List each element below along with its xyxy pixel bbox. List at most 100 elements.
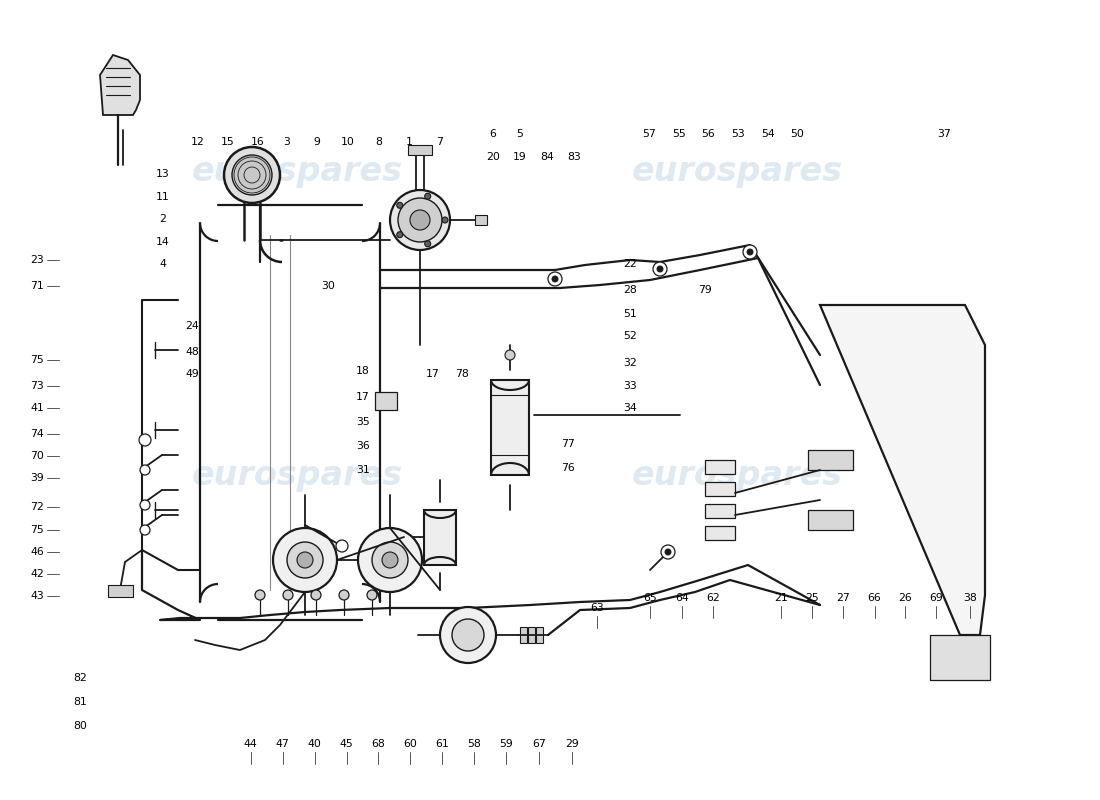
- Text: 15: 15: [221, 138, 234, 147]
- Text: eurospares: eurospares: [631, 459, 843, 493]
- Polygon shape: [820, 305, 984, 635]
- Circle shape: [287, 542, 323, 578]
- Circle shape: [398, 198, 442, 242]
- Bar: [808, 510, 852, 530]
- Text: 72: 72: [31, 502, 44, 512]
- Text: 5: 5: [516, 130, 522, 139]
- Text: 25: 25: [805, 594, 818, 603]
- Circle shape: [358, 528, 422, 592]
- Text: 71: 71: [31, 282, 44, 291]
- Text: 28: 28: [624, 285, 637, 294]
- Bar: [375, 392, 397, 410]
- Text: 68: 68: [372, 739, 385, 749]
- Text: 53: 53: [732, 130, 745, 139]
- Circle shape: [339, 590, 349, 600]
- Bar: [491, 380, 529, 475]
- Circle shape: [653, 262, 667, 276]
- Text: 56: 56: [702, 130, 715, 139]
- Text: 66: 66: [868, 594, 881, 603]
- Text: 33: 33: [624, 381, 637, 390]
- Text: 50: 50: [791, 130, 804, 139]
- Bar: [424, 510, 456, 565]
- Circle shape: [390, 190, 450, 250]
- Circle shape: [397, 202, 403, 208]
- Circle shape: [297, 552, 313, 568]
- Text: 78: 78: [455, 370, 469, 379]
- Text: 39: 39: [31, 474, 44, 483]
- Circle shape: [425, 241, 431, 246]
- Text: 76: 76: [561, 463, 574, 473]
- Text: 7: 7: [437, 138, 443, 147]
- Text: 11: 11: [156, 192, 169, 202]
- Text: 34: 34: [624, 403, 637, 413]
- Text: 79: 79: [698, 285, 712, 294]
- Text: 74: 74: [31, 429, 44, 438]
- Text: 47: 47: [276, 739, 289, 749]
- Text: 24: 24: [186, 322, 199, 331]
- Text: 57: 57: [642, 130, 656, 139]
- Circle shape: [372, 542, 408, 578]
- Circle shape: [397, 232, 403, 238]
- Circle shape: [255, 590, 265, 600]
- Circle shape: [657, 266, 663, 272]
- Text: 69: 69: [930, 594, 943, 603]
- Text: 1: 1: [406, 138, 412, 147]
- Text: 51: 51: [624, 309, 637, 318]
- Text: 67: 67: [532, 739, 546, 749]
- Text: 63: 63: [591, 603, 604, 613]
- Text: 52: 52: [624, 331, 637, 341]
- Circle shape: [425, 194, 431, 199]
- Text: 83: 83: [568, 152, 581, 162]
- Circle shape: [367, 590, 377, 600]
- Text: 43: 43: [31, 591, 44, 601]
- Circle shape: [283, 590, 293, 600]
- Text: 75: 75: [31, 525, 44, 534]
- Text: 70: 70: [31, 451, 44, 461]
- Text: 6: 6: [490, 130, 496, 139]
- Circle shape: [440, 607, 496, 663]
- Text: 60: 60: [404, 739, 417, 749]
- Text: 54: 54: [761, 130, 774, 139]
- Bar: [108, 585, 133, 597]
- Text: 77: 77: [561, 439, 574, 449]
- Bar: [705, 482, 735, 496]
- Text: eurospares: eurospares: [191, 155, 403, 189]
- Text: 32: 32: [624, 358, 637, 368]
- Bar: [705, 460, 735, 474]
- Text: 21: 21: [774, 594, 788, 603]
- Text: eurospares: eurospares: [191, 459, 403, 493]
- Circle shape: [661, 545, 675, 559]
- Circle shape: [410, 210, 430, 230]
- Circle shape: [140, 500, 150, 510]
- Text: 46: 46: [31, 547, 44, 557]
- Circle shape: [452, 619, 484, 651]
- Text: 62: 62: [706, 594, 719, 603]
- Text: 49: 49: [186, 370, 199, 379]
- Circle shape: [382, 552, 398, 568]
- Text: 22: 22: [624, 259, 637, 269]
- Bar: [705, 526, 735, 540]
- Text: 12: 12: [191, 138, 205, 147]
- Text: 2: 2: [160, 214, 166, 224]
- Circle shape: [311, 590, 321, 600]
- Text: 31: 31: [356, 466, 370, 475]
- Circle shape: [224, 147, 280, 203]
- Text: 29: 29: [565, 739, 579, 749]
- Text: 35: 35: [356, 418, 370, 427]
- Circle shape: [139, 434, 151, 446]
- Text: 81: 81: [74, 698, 87, 707]
- Text: 23: 23: [31, 255, 44, 265]
- Text: 16: 16: [251, 138, 264, 147]
- Text: eurospares: eurospares: [631, 155, 843, 189]
- Bar: [808, 450, 852, 470]
- Circle shape: [552, 276, 558, 282]
- Text: 82: 82: [74, 674, 87, 683]
- Text: 19: 19: [513, 152, 526, 162]
- Text: 37: 37: [937, 130, 950, 139]
- Polygon shape: [100, 55, 140, 115]
- Text: 10: 10: [341, 138, 354, 147]
- Text: 20: 20: [486, 152, 499, 162]
- Text: 30: 30: [321, 282, 334, 291]
- Text: 4: 4: [160, 259, 166, 269]
- Bar: [408, 145, 432, 155]
